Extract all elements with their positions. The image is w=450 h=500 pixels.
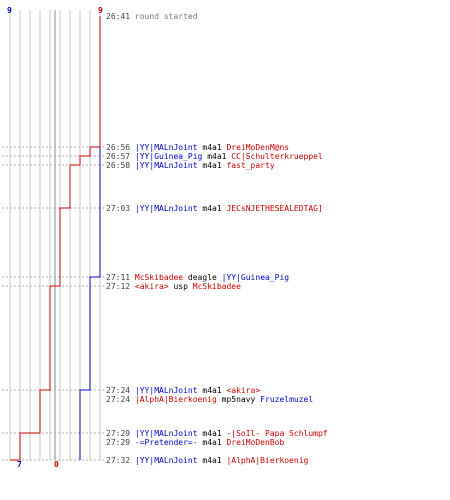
event-time: 26:56 xyxy=(106,143,131,152)
event-row: 26:58 |YY|MALnJoint m4a1 fast_party xyxy=(106,161,275,170)
event-weapon: deagle xyxy=(187,273,217,282)
event-killer: |YY|MALnJoint xyxy=(134,204,198,213)
event-weapon: m4a1 xyxy=(202,386,222,395)
event-message: round started xyxy=(134,12,198,21)
event-victim: DreiMoDenM@ns xyxy=(226,143,290,152)
event-victim: JECsNJETHESEALEDTAG] xyxy=(226,204,323,213)
event-row: 26:57 |YY|Guinea_Pig m4a1 CC|Schulterkru… xyxy=(106,152,323,161)
event-row: 27:29 -=Pretender=- m4a1 DreiMoDenBob xyxy=(106,438,284,447)
event-killer: |YY|Guinea_Pig xyxy=(134,152,203,161)
event-weapon: m4a1 xyxy=(202,204,222,213)
event-victim: DreiMoDenBob xyxy=(226,438,285,447)
event-killer: |YY|MALnJoint xyxy=(134,143,198,152)
red-end-count: 0 xyxy=(54,460,59,469)
event-killer: |AlphA|Bierkoenig xyxy=(134,395,217,404)
event-weapon: usp xyxy=(173,282,188,291)
event-killer: McSkibadee xyxy=(134,273,184,282)
event-killer: |YY|MALnJoint xyxy=(134,386,198,395)
event-time: 27:24 xyxy=(106,386,131,395)
event-time: 26:57 xyxy=(106,152,131,161)
event-weapon: mp5navy xyxy=(221,395,256,404)
event-weapon: m4a1 xyxy=(202,161,222,170)
event-victim: fast_party xyxy=(226,161,275,170)
event-row: 27:12 <akira> usp McSkibadee xyxy=(106,282,241,291)
event-row: 27:03 |YY|MALnJoint m4a1 JECsNJETHESEALE… xyxy=(106,204,323,213)
round-timeline-chart xyxy=(2,10,106,461)
event-time: 27:03 xyxy=(106,204,131,213)
event-time: 27:32 xyxy=(106,456,131,465)
event-killer: |YY|MALnJoint xyxy=(134,161,198,170)
event-row: 27:29 |YY|MALnJoint m4a1 -|SoIl- Papa Sc… xyxy=(106,429,328,438)
event-weapon: m4a1 xyxy=(202,429,222,438)
event-victim: |YY|Guinea_Pig xyxy=(221,273,290,282)
red-start-count: 9 xyxy=(98,6,103,15)
event-victim: Fruzelmuzel xyxy=(260,395,314,404)
red-team-line xyxy=(10,16,101,461)
event-row: 27:32 |YY|MALnJoint m4a1 |AlphA|Bierkoen… xyxy=(106,456,308,465)
blue-start-count: 9 xyxy=(7,6,12,15)
event-row: 27:24 |YY|MALnJoint m4a1 <akira> xyxy=(106,386,260,395)
event-victim: CC|Schulterkrueppel xyxy=(231,152,323,161)
event-row: 26:56 |YY|MALnJoint m4a1 DreiMoDenM@ns xyxy=(106,143,289,152)
blue-team-line xyxy=(79,16,101,460)
event-victim: McSkibadee xyxy=(192,282,241,291)
event-killer: |YY|MALnJoint xyxy=(134,429,198,438)
event-victim: <akira> xyxy=(226,386,261,395)
event-time: 27:29 xyxy=(106,438,131,447)
event-time: 27:11 xyxy=(106,273,131,282)
event-weapon: m4a1 xyxy=(202,456,222,465)
event-killer: -=Pretender=- xyxy=(134,438,198,447)
event-time: 27:24 xyxy=(106,395,131,404)
event-victim: -|SoIl- Papa Schlumpf xyxy=(226,429,328,438)
event-row: 26:41 round started xyxy=(106,12,198,21)
event-row: 27:11 McSkibadee deagle |YY|Guinea_Pig xyxy=(106,273,289,282)
event-time: 27:12 xyxy=(106,282,131,291)
event-time: 27:29 xyxy=(106,429,131,438)
event-time: 26:58 xyxy=(106,161,131,170)
event-killer: |YY|MALnJoint xyxy=(134,456,198,465)
event-killer: <akira> xyxy=(134,282,169,291)
event-row: 27:24 |AlphA|Bierkoenig mp5navy Fruzelmu… xyxy=(106,395,313,404)
event-victim: |AlphA|Bierkoenig xyxy=(226,456,309,465)
blue-end-count: 7 xyxy=(17,460,22,469)
event-time: 26:41 xyxy=(106,12,131,21)
event-weapon: m4a1 xyxy=(202,143,222,152)
event-weapon: m4a1 xyxy=(207,152,227,161)
event-weapon: m4a1 xyxy=(202,438,222,447)
